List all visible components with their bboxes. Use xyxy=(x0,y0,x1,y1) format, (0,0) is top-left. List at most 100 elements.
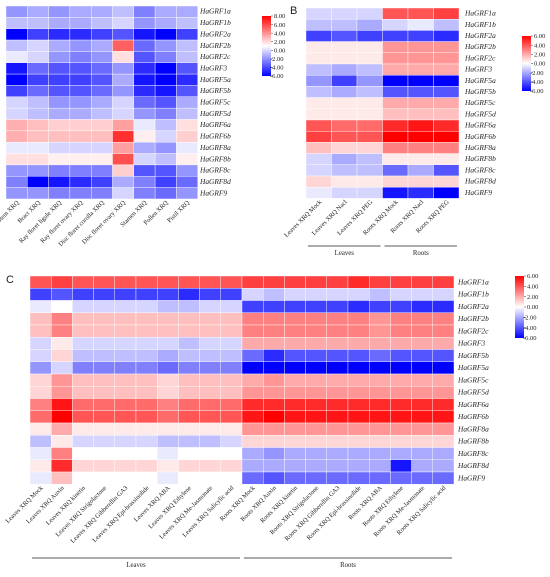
heatmap-cell xyxy=(433,7,460,20)
heatmap-cell xyxy=(178,398,200,411)
heatmap-cell xyxy=(382,186,409,199)
heatmap-cell xyxy=(199,422,222,436)
heatmap-cell xyxy=(284,324,306,338)
heatmap-cell xyxy=(178,410,200,424)
heatmap-cell xyxy=(5,141,28,154)
heatmap-cell xyxy=(305,186,332,199)
heatmap-cell xyxy=(263,312,285,326)
heatmap-cell xyxy=(90,153,113,166)
heatmap-cell xyxy=(133,141,156,154)
heatmap-cell xyxy=(263,422,285,436)
heatmap-cell xyxy=(241,349,264,362)
heatmap-cell xyxy=(72,337,94,350)
row-labels-a: HaGRF1a HaGRF1b HaGRF2a HaGRF2b HaGRF2c HaGRF… xyxy=(199,7,231,198)
heatmap-cell xyxy=(411,410,434,424)
heatmap-cell xyxy=(411,386,434,399)
heatmap-cell xyxy=(432,312,455,326)
heatmap-cell xyxy=(90,130,113,143)
heatmap-cell xyxy=(112,164,134,177)
row-label: HaGRF5a xyxy=(199,75,231,84)
heatmap-cell xyxy=(263,373,285,387)
heatmap-cell xyxy=(305,175,332,188)
heatmap-cell xyxy=(220,471,243,485)
heatmap-cell xyxy=(114,288,137,301)
heatmap-cell xyxy=(29,312,52,326)
heatmap-cell xyxy=(432,435,455,448)
heatmap-cell xyxy=(5,85,28,97)
heatmap-cell xyxy=(69,85,92,97)
heatmap-cell xyxy=(382,63,409,76)
heatmap-cell xyxy=(156,422,179,436)
heatmap-cell xyxy=(48,107,71,120)
heatmap-cell xyxy=(284,275,306,289)
heatmap-cell xyxy=(305,288,328,301)
heatmap-cell xyxy=(432,337,455,350)
heatmap-cell xyxy=(135,386,158,399)
heatmap-cell xyxy=(220,337,243,350)
heatmap-cell xyxy=(156,398,179,411)
heatmap-cell xyxy=(133,107,156,120)
heatmap-cell xyxy=(263,275,285,289)
colorbar-tick-label: -6.00 xyxy=(530,88,544,95)
heatmap-cell xyxy=(114,349,137,362)
heatmap-cell xyxy=(48,62,71,75)
heatmap-cell xyxy=(305,398,328,411)
heatmap-cell xyxy=(241,435,264,448)
row-label: HaGRF8c xyxy=(457,449,489,458)
row-label: HaGRF2a xyxy=(457,302,489,311)
heatmap-cell xyxy=(114,275,137,289)
heatmap-cell xyxy=(411,312,434,326)
heatmap-cell xyxy=(112,187,134,200)
row-label: HaGRF2b xyxy=(199,41,231,50)
panel-label-b: B xyxy=(290,5,297,17)
heatmap-cell xyxy=(69,62,92,75)
heatmap-cell xyxy=(154,141,177,154)
heatmap-cell xyxy=(154,85,177,97)
heatmap-cell xyxy=(263,288,285,301)
colorbar-ticks-c: 6.00 4.00 2.00 0.00 -2.00 -4.00 -6.00 xyxy=(523,273,538,342)
row-label: HaGRF2b xyxy=(457,314,489,323)
heatmap-cell xyxy=(27,176,49,188)
heatmap-cell xyxy=(347,422,370,436)
heatmap-cell xyxy=(390,410,412,424)
heatmap-cell xyxy=(411,373,434,387)
heatmap-cell xyxy=(69,73,92,86)
heatmap-cell xyxy=(48,96,71,109)
heatmap-cell xyxy=(199,324,222,338)
heatmap-cell xyxy=(390,459,412,473)
row-label: HaGRF5c xyxy=(464,98,496,107)
heatmap-cell xyxy=(305,312,328,326)
colorbar-ticks-a: 8.00 6.004.00 2.000.00 -2.00 -4.00-6.00 xyxy=(270,13,285,80)
heatmap-cell xyxy=(27,51,49,63)
heatmap-cell xyxy=(305,410,328,424)
heatmap-cell xyxy=(176,187,198,200)
heatmap-cell xyxy=(112,153,134,166)
heatmap-cell xyxy=(29,398,52,411)
heatmap-cell xyxy=(390,471,412,485)
heatmap-cell xyxy=(135,312,158,326)
heatmap-cell xyxy=(432,324,455,338)
heatmap-cell xyxy=(176,39,198,52)
heatmap-cell xyxy=(69,96,92,109)
heatmap-cell xyxy=(411,349,434,362)
heatmap-cell xyxy=(241,324,264,338)
heatmap-cell xyxy=(48,5,71,18)
row-label: HaGRF5c xyxy=(199,98,231,107)
heatmap-cell xyxy=(114,422,137,436)
heatmap-cell xyxy=(133,39,156,52)
heatmap-cell xyxy=(154,28,177,41)
heatmap-cell xyxy=(432,373,455,387)
heatmap-cell xyxy=(263,459,285,473)
colorbar-tick-label: 6.00 xyxy=(274,22,285,29)
heatmap-cell xyxy=(331,19,358,31)
heatmap-cell xyxy=(51,410,73,424)
heatmap-cell xyxy=(305,164,332,177)
heatmap-cell xyxy=(284,410,306,424)
heatmap-cell xyxy=(220,300,243,313)
heatmap-cell xyxy=(114,337,137,350)
row-label: HaGRF1b xyxy=(457,290,489,299)
heatmap-cell xyxy=(93,275,115,289)
row-label: HaGRF1b xyxy=(199,18,231,27)
heatmap-cell xyxy=(178,435,200,448)
colorbar-tick-label: 6.00 xyxy=(527,273,538,280)
